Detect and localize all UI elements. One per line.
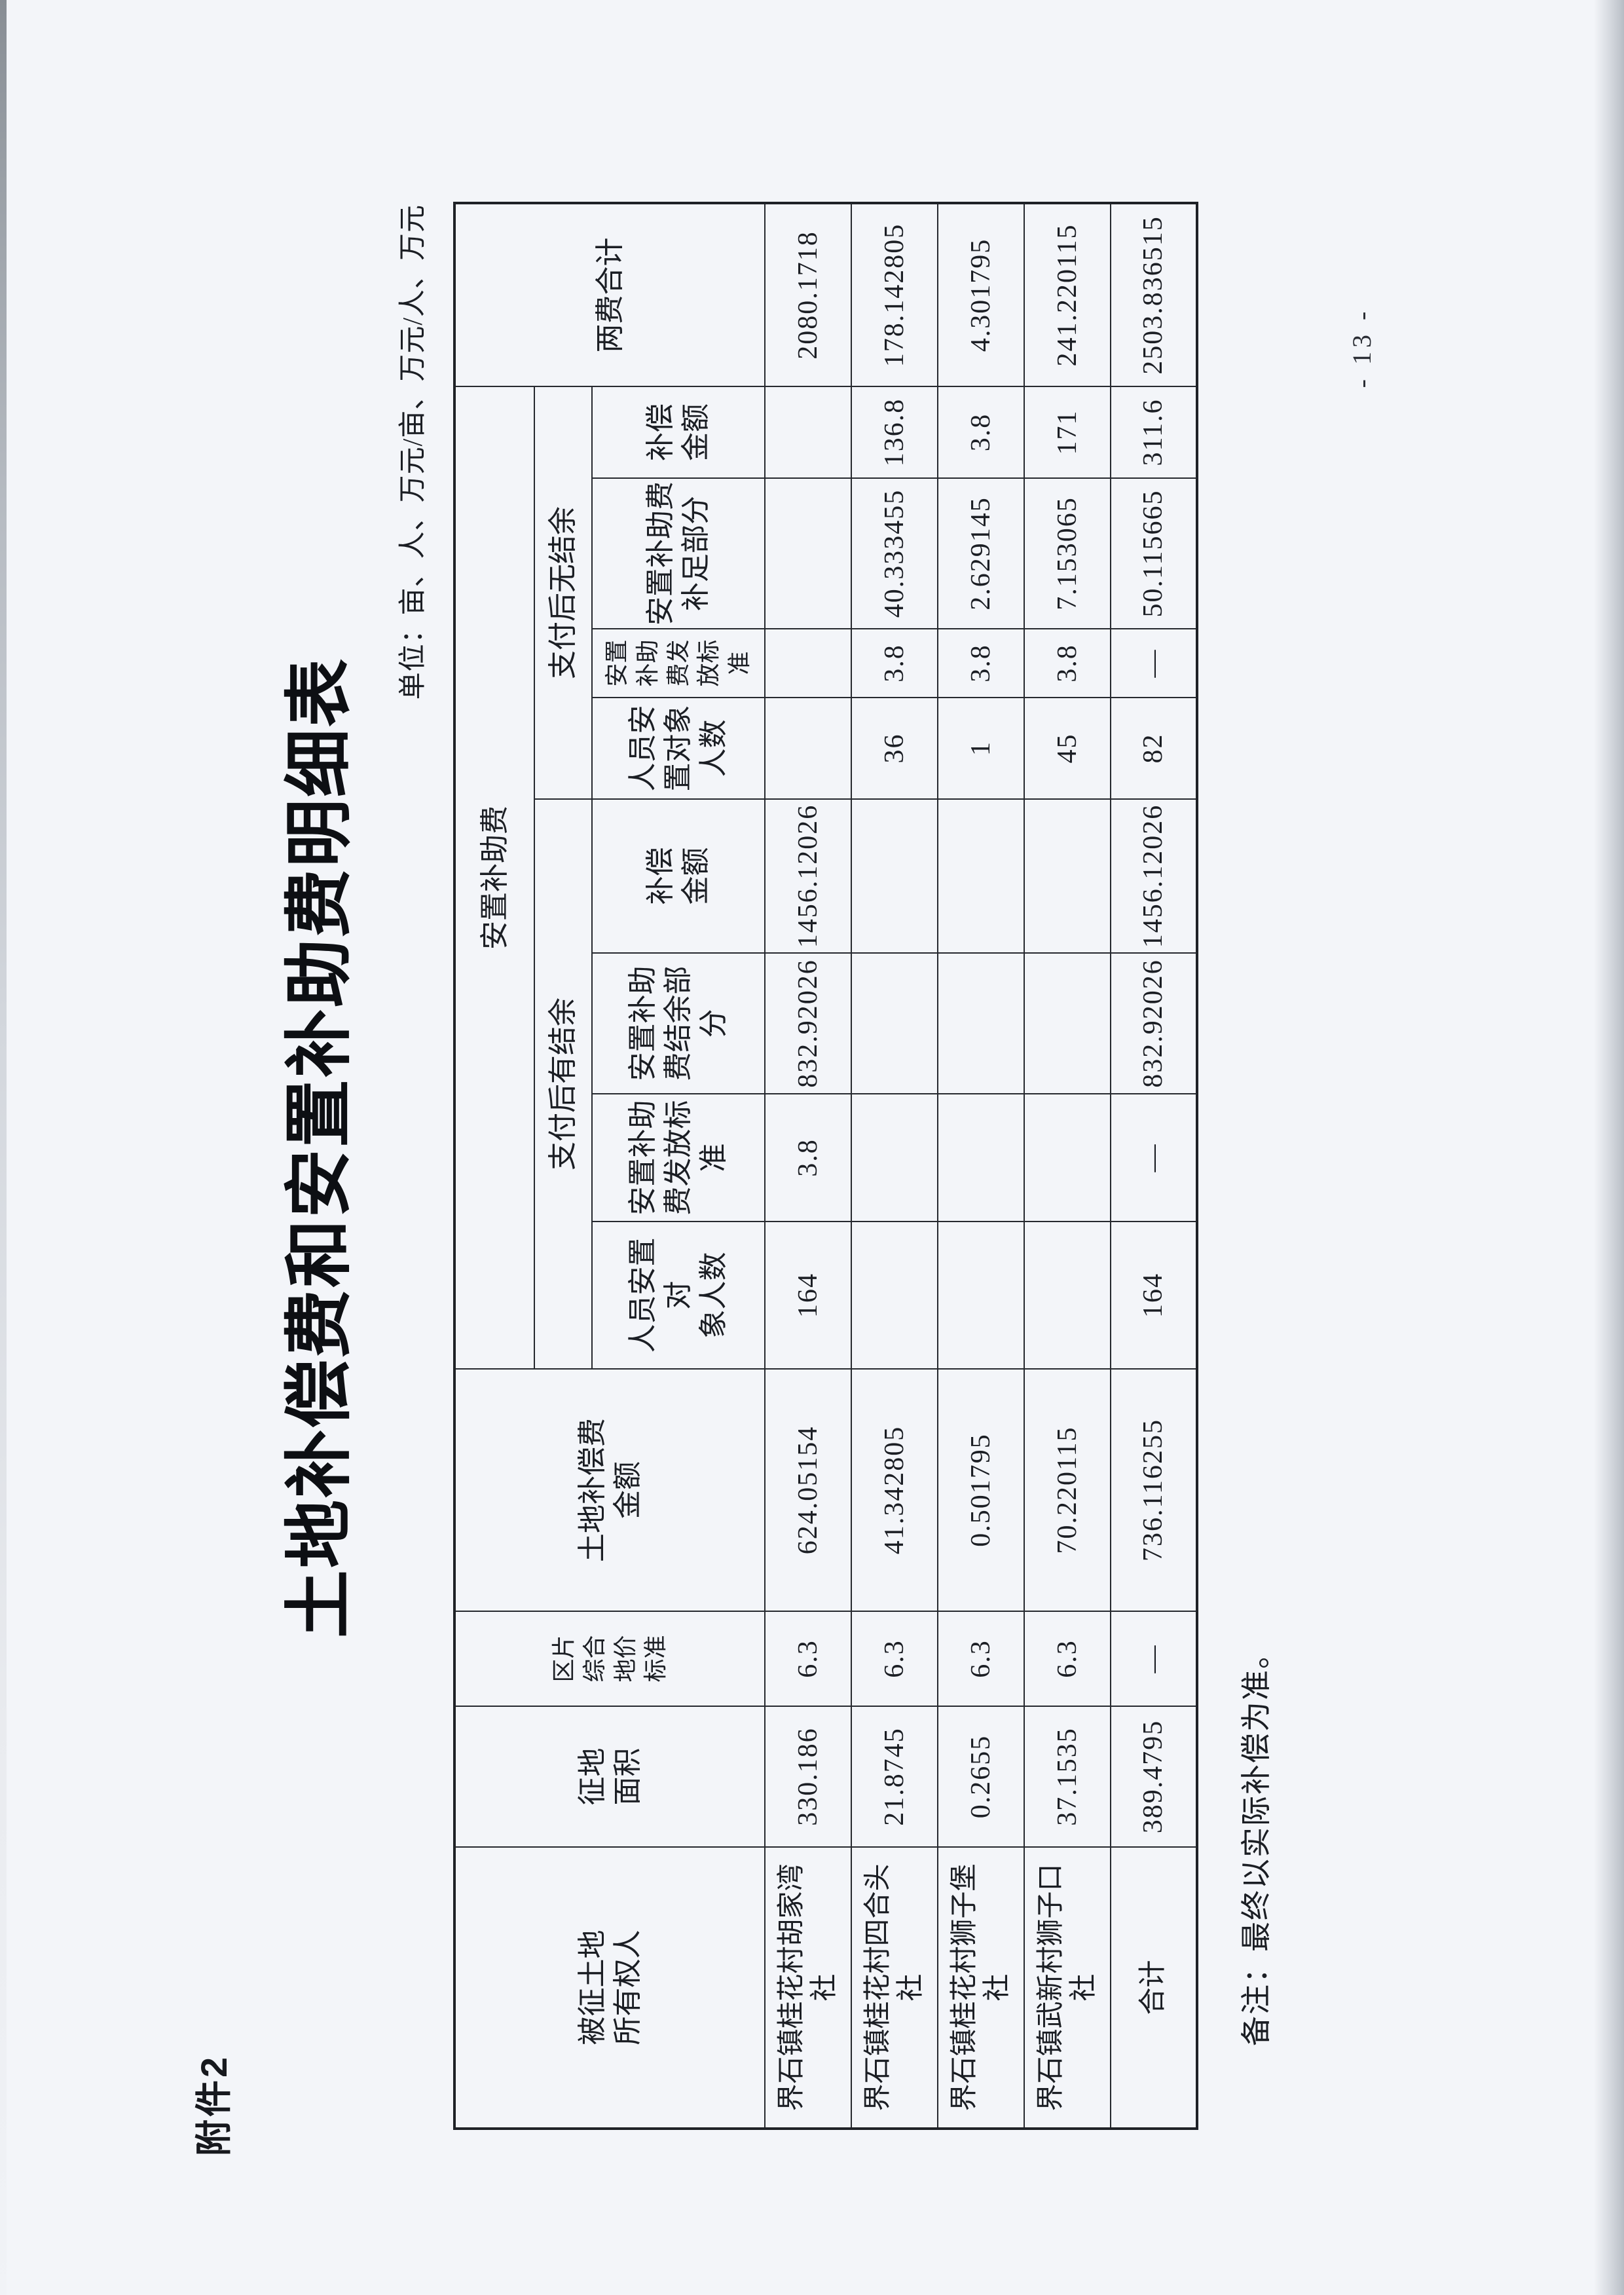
cell-surplus-remainder: 832.92026 [1111,953,1197,1094]
unit-note: 单位：亩、人、万元/亩、万元/人、万元 [398,204,428,700]
col-header-price-standard: 区片 综合 地价 标准 [454,1611,765,1706]
table-row-hujiawan: 界石镇桂花村胡家湾社 330.186 6.3 624.05154 164 3.8… [765,203,851,2129]
cell-land-compensation: 41.342805 [851,1369,938,1611]
cell-deficit-standard [765,629,851,698]
cell-deficit-people [765,698,851,799]
cell-surplus-remainder [851,953,938,1094]
cell-owner: 界石镇武新村狮子口社 [1024,1847,1111,2129]
col-group-surplus-after-payment: 支付后有结余 [534,799,592,1369]
cell-owner-total: 合计 [1111,1847,1197,2129]
table-row-shizikou: 界石镇武新村狮子口社 37.1535 6.3 70.220115 45 3.8 … [1024,203,1111,2129]
col-header-surplus-remainder: 安置补助 费结余部 分 [592,953,765,1094]
cell-deficit-amount: 311.6 [1111,386,1197,478]
cell-deficit-makeup: 7.153065 [1024,478,1111,629]
col-header-land-compensation: 土地补偿费 金额 [454,1369,765,1611]
col-header-deficit-standard: 安置 补助 费发 放标 准 [592,629,765,698]
cell-two-fee-total: 241.220115 [1024,203,1111,386]
col-header-surplus-amount: 补偿 金额 [592,799,765,953]
cell-deficit-people: 82 [1111,698,1197,799]
cell-price: 6.3 [851,1611,938,1706]
cell-deficit-people: 36 [851,698,938,799]
cell-surplus-people [851,1222,938,1369]
page-number: - 13 - [1347,307,1376,388]
compensation-table: 被征土地 所有权人 征地 面积 区片 综合 地价 标准 土地补偿费 金额 安置补… [453,202,1198,2130]
remark-note: 备注：最终以实际补偿为准。 [1240,1637,1273,2046]
table-row-sihetou: 界石镇桂花村四合头社 21.8745 6.3 41.342805 36 3.8 … [851,203,938,2129]
cell-deficit-standard: 3.8 [938,629,1024,698]
cell-two-fee-total: 178.142805 [851,203,938,386]
cell-area: 389.4795 [1111,1706,1197,1847]
cell-deficit-amount [765,386,851,478]
col-header-two-fee-total: 两费合计 [454,203,765,386]
cell-surplus-standard [1024,1094,1111,1222]
cell-land-compensation: 0.501795 [938,1369,1024,1611]
col-header-deficit-makeup: 安置补助费 补足部分 [592,478,765,629]
cell-surplus-amount [938,799,1024,953]
col-group-no-surplus-after-payment: 支付后无结余 [534,386,592,799]
scan-left-paper-edge [0,0,7,2295]
cell-land-compensation: 70.220115 [1024,1369,1111,1611]
cell-deficit-makeup: 40.333455 [851,478,938,629]
cell-two-fee-total: 2503.836515 [1111,203,1197,386]
cell-surplus-remainder: 832.92026 [765,953,851,1094]
col-header-surplus-standard: 安置补助 费发放标 准 [592,1094,765,1222]
cell-surplus-amount [851,799,938,953]
cell-price: — [1111,1611,1197,1706]
cell-area: 37.1535 [1024,1706,1111,1847]
col-group-resettlement-subsidy: 安置补助费 [454,386,534,1369]
cell-surplus-remainder [1024,953,1111,1094]
cell-surplus-remainder [938,953,1024,1094]
cell-surplus-standard: 3.8 [765,1094,851,1222]
cell-two-fee-total: 4.301795 [938,203,1024,386]
cell-deficit-makeup: 50.115665 [1111,478,1197,629]
scan-right-paper-edge [1594,0,1624,2295]
table-row-total: 合计 389.4795 — 736.116255 164 — 832.92026… [1111,203,1197,2129]
col-header-owner: 被征土地 所有权人 [454,1847,765,2129]
cell-land-compensation: 736.116255 [1111,1369,1197,1611]
cell-surplus-people [1024,1222,1111,1369]
table-row-shizibu: 界石镇桂花村狮子堡社 0.2655 6.3 0.501795 1 3.8 2.6… [938,203,1024,2129]
col-header-deficit-people: 人员安 置对象 人数 [592,698,765,799]
cell-surplus-people: 164 [765,1222,851,1369]
cell-deficit-makeup [765,478,851,629]
page-title: 土地补偿费和安置补助费明细表 [282,657,358,1639]
cell-deficit-makeup: 2.629145 [938,478,1024,629]
cell-owner: 界石镇桂花村胡家湾社 [765,1847,851,2129]
cell-deficit-amount: 136.8 [851,386,938,478]
cell-deficit-people: 1 [938,698,1024,799]
cell-deficit-standard: — [1111,629,1197,698]
cell-deficit-people: 45 [1024,698,1111,799]
col-header-surplus-people: 人员安置对 象人数 [592,1222,765,1369]
cell-land-compensation: 624.05154 [765,1369,851,1611]
cell-surplus-standard: — [1111,1094,1197,1222]
cell-surplus-people [938,1222,1024,1369]
cell-surplus-standard [851,1094,938,1222]
cell-surplus-amount [1024,799,1111,953]
cell-surplus-people: 164 [1111,1222,1197,1369]
cell-surplus-standard [938,1094,1024,1222]
cell-owner: 界石镇桂花村狮子堡社 [938,1847,1024,2129]
cell-price: 6.3 [765,1611,851,1706]
header-row-1: 被征土地 所有权人 征地 面积 区片 综合 地价 标准 土地补偿费 金额 安置补… [454,203,765,2129]
cell-surplus-amount: 1456.12026 [1111,799,1197,953]
col-header-area: 征地 面积 [454,1706,765,1847]
cell-deficit-amount: 171 [1024,386,1111,478]
cell-owner: 界石镇桂花村四合头社 [851,1847,938,2129]
cell-price: 6.3 [1024,1611,1111,1706]
cell-deficit-amount: 3.8 [938,386,1024,478]
cell-two-fee-total: 2080.1718 [765,203,851,386]
cell-area: 330.186 [765,1706,851,1847]
cell-deficit-standard: 3.8 [1024,629,1111,698]
cell-area: 21.8745 [851,1706,938,1847]
cell-surplus-amount: 1456.12026 [765,799,851,953]
attachment-label: 附件2 [193,2054,234,2156]
cell-price: 6.3 [938,1611,1024,1706]
table-header: 被征土地 所有权人 征地 面积 区片 综合 地价 标准 土地补偿费 金额 安置补… [454,203,765,2129]
cell-area: 0.2655 [938,1706,1024,1847]
cell-deficit-standard: 3.8 [851,629,938,698]
col-header-deficit-amount: 补偿 金额 [592,386,765,478]
table-body: 界石镇桂花村胡家湾社 330.186 6.3 624.05154 164 3.8… [765,203,1197,2129]
